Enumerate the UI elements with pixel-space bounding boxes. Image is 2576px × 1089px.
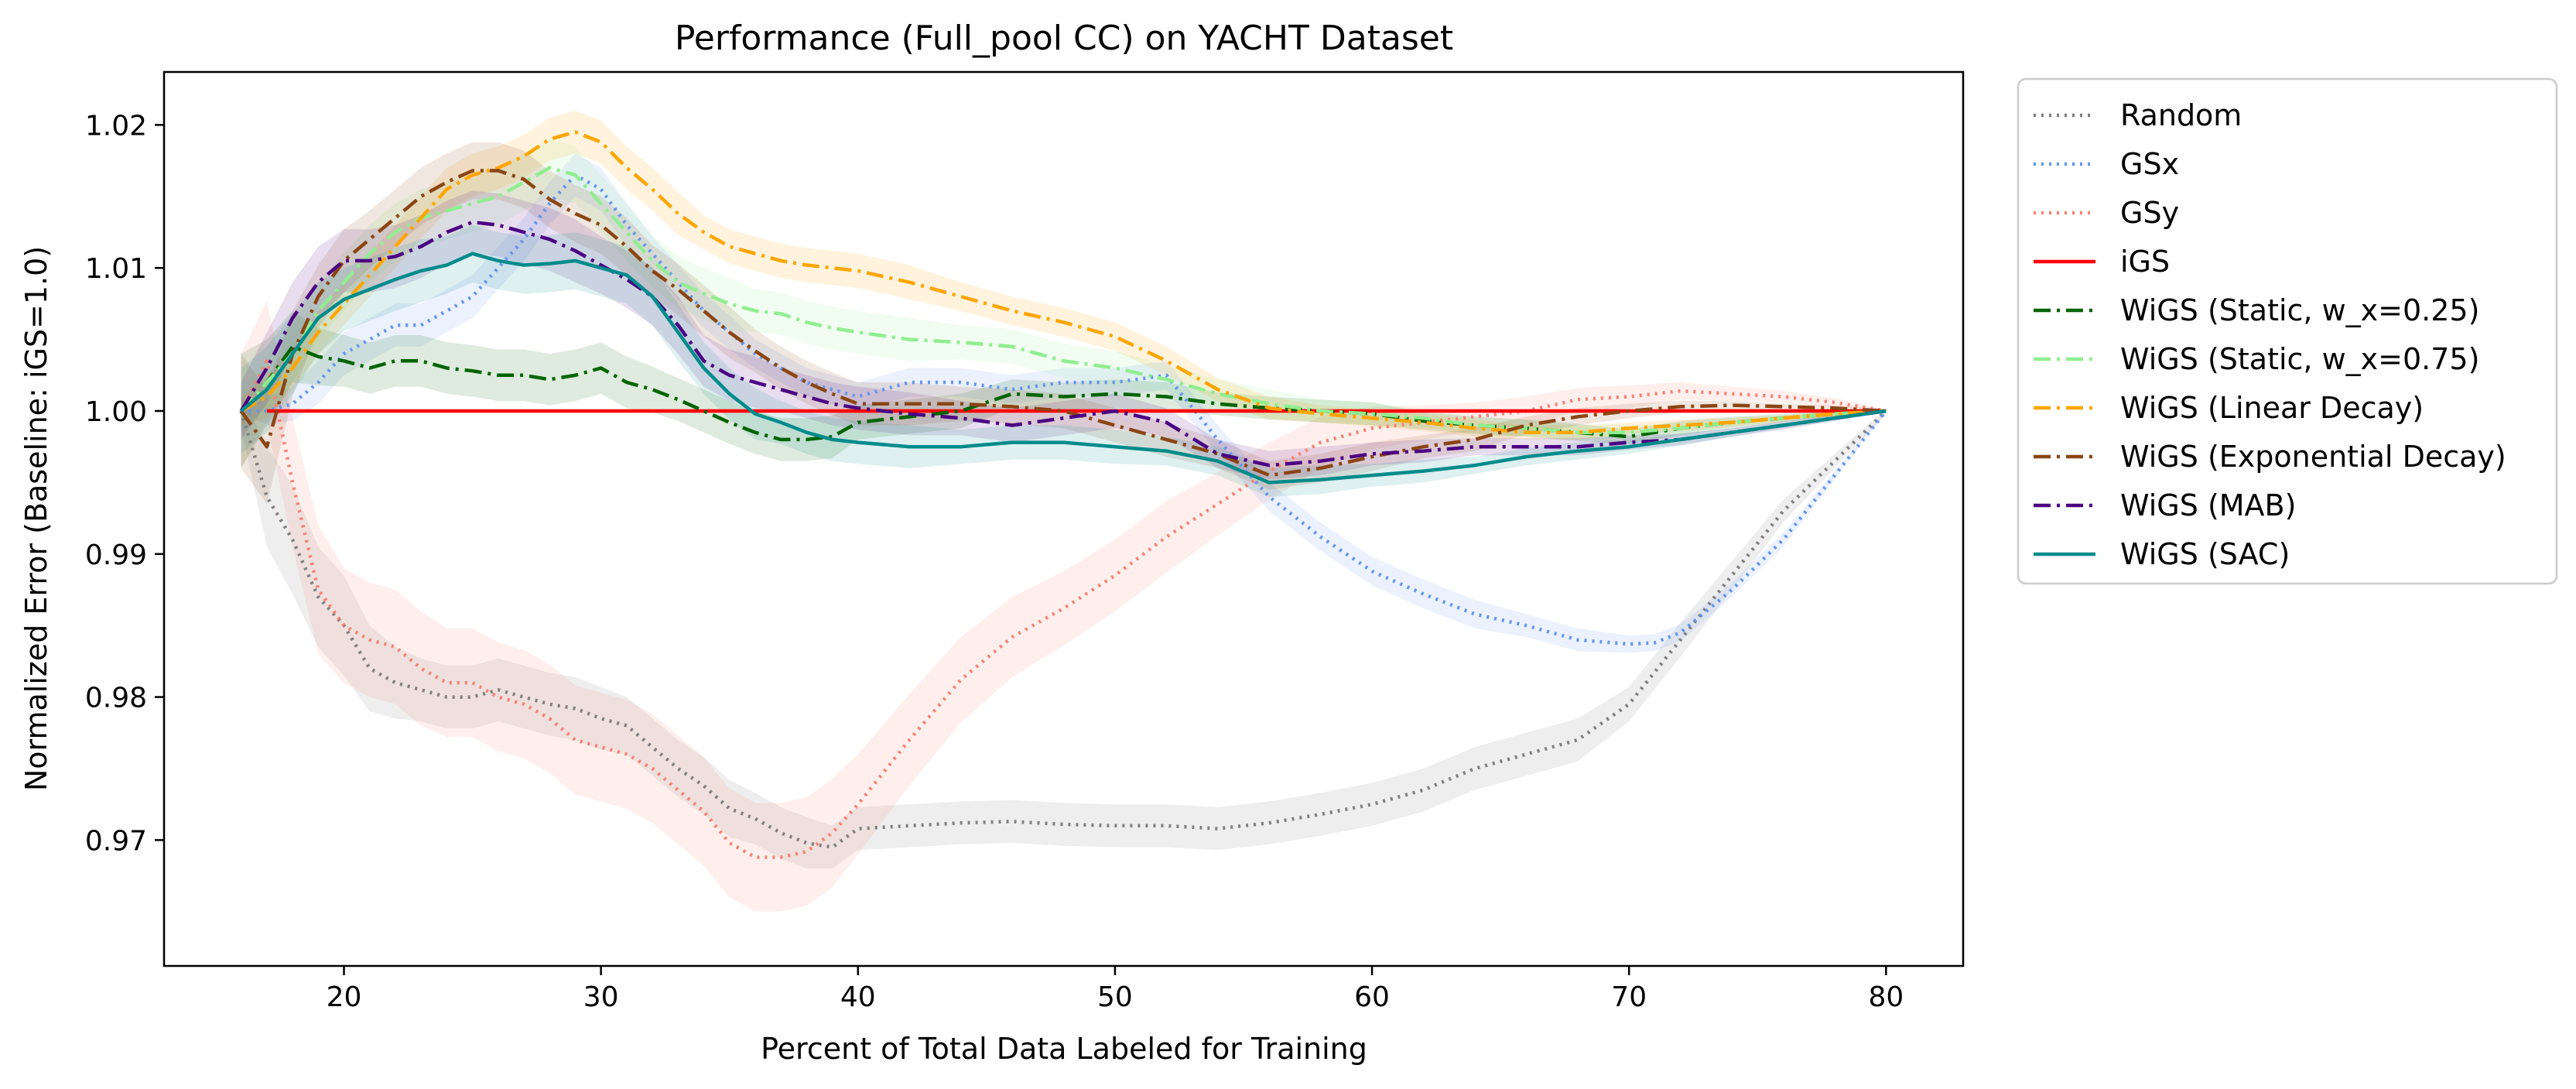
x-tick-label: 30 bbox=[583, 981, 619, 1013]
confidence-bands bbox=[241, 110, 1887, 912]
legend-label-igs: iGS bbox=[2120, 245, 2170, 279]
legend: Random GSx GSy iGS WiGS (Static, w_x=0.25) Wi… bbox=[2017, 77, 2558, 585]
x-tick-label: 60 bbox=[1354, 981, 1390, 1013]
x-tick-label: 50 bbox=[1097, 981, 1133, 1013]
band-random bbox=[241, 393, 1887, 869]
line-wigs-static-w-x-0-75 bbox=[239, 166, 1887, 434]
legend-label-gsx: GSx bbox=[2120, 147, 2179, 181]
legend-label-random: Random bbox=[2120, 98, 2242, 132]
legend-label-wigs-linear-decay: WiGS (Linear Decay) bbox=[2120, 391, 2424, 425]
y-tick-label: 0.97 bbox=[85, 825, 147, 857]
x-tick-label: 40 bbox=[840, 981, 876, 1013]
band-wigs-sac bbox=[241, 224, 1887, 497]
legend-label-wigs-mab: WiGS (MAB) bbox=[2120, 488, 2296, 522]
y-axis-ticks: 0.97 0.98 0.99 1.00 1.01 1.02 bbox=[85, 110, 164, 857]
plot-frame bbox=[162, 70, 1965, 967]
legend-label-wigs-exponential-decay: WiGS (Exponential Decay) bbox=[2120, 440, 2506, 474]
band-wigs-mab bbox=[241, 190, 1887, 480]
x-axis-label: Percent of Total Data Labeled for Traini… bbox=[761, 1032, 1367, 1066]
y-tick-label: 0.98 bbox=[85, 683, 147, 714]
line-wigs-sac bbox=[240, 252, 1887, 485]
y-tick-label: 1.01 bbox=[85, 253, 147, 285]
chart-title: Performance (Full_pool CC) on YACHT Data… bbox=[675, 19, 1453, 58]
y-tick-label: 1.02 bbox=[85, 110, 147, 142]
legend-label-gsy: GSy bbox=[2120, 196, 2179, 230]
y-axis-label: Normalized Error (Baseline: iGS=1.0) bbox=[19, 246, 53, 791]
band-gsy bbox=[241, 300, 1887, 912]
x-tick-label: 70 bbox=[1611, 981, 1647, 1013]
line-gsy bbox=[239, 359, 1887, 859]
band-gsx bbox=[241, 153, 1887, 653]
x-tick-label: 80 bbox=[1868, 981, 1904, 1013]
x-axis-ticks: 20 30 40 50 60 70 80 bbox=[327, 966, 1904, 1013]
line-wigs-mab bbox=[239, 220, 1887, 467]
line-wigs-static-w-x-0-25 bbox=[239, 344, 1887, 442]
band-wigs-linear-decay bbox=[241, 110, 1887, 440]
series-lines bbox=[239, 130, 1888, 859]
legend-label-wigs-static-w-x-0-25: WiGS (Static, w_x=0.25) bbox=[2120, 293, 2479, 327]
legend-label-wigs-static-w-x-0-75: WiGS (Static, w_x=0.75) bbox=[2120, 342, 2479, 376]
x-tick-label: 20 bbox=[327, 981, 362, 1013]
legend-label-wigs-sac: WiGS (SAC) bbox=[2120, 537, 2290, 571]
legend-frame bbox=[2017, 77, 2558, 585]
y-tick-label: 0.99 bbox=[85, 539, 147, 571]
line-random bbox=[239, 409, 1887, 849]
line-wigs-linear-decay bbox=[240, 130, 1887, 434]
line-wigs-exponential-decay bbox=[239, 169, 1887, 478]
y-tick-label: 1.00 bbox=[85, 396, 147, 428]
